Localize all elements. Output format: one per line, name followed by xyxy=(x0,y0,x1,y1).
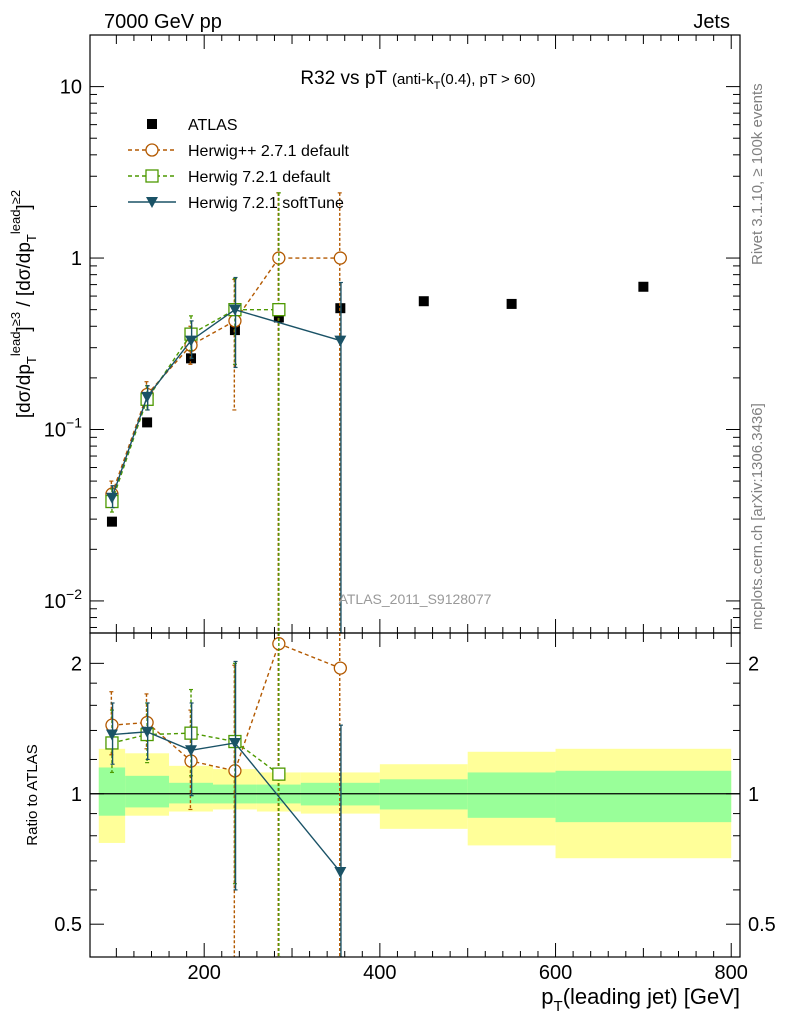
legend: ATLAS Herwig++ 2.7.1 default Herwig 7.2.1 … xyxy=(128,117,350,212)
data-point xyxy=(185,335,198,347)
y-tick-label-right: 0.5 xyxy=(748,914,776,936)
uncertainty-bands xyxy=(98,748,732,859)
band-inner xyxy=(98,767,126,816)
y-tick-label: 10 xyxy=(60,77,82,99)
data-point xyxy=(141,391,154,403)
x-tick-label: 600 xyxy=(539,962,572,984)
data-point xyxy=(106,516,117,527)
y-tick-label: 2 xyxy=(71,653,82,675)
main-panel: 10−2 10−1 1 10 R32 vs pT (anti-kT(0.4), pT >… xyxy=(8,34,741,634)
ratio-y-label: Ratio to ATLAS xyxy=(24,744,41,845)
data-point xyxy=(228,304,241,316)
legend-entry: Herwig++ 2.7.1 default xyxy=(188,143,350,160)
legend-entry: Herwig 7.2.1 softTune xyxy=(188,195,344,212)
header-right: Jets xyxy=(693,11,730,33)
analysis-watermark: ATLAS_2011_S9128077 xyxy=(339,591,492,607)
y-tick-label-right: 1 xyxy=(748,784,759,806)
data-point xyxy=(105,729,118,741)
y-tick-label: 0.5 xyxy=(54,914,82,936)
chart-title: R32 vs pT (anti-kT(0.4), pT > 60) xyxy=(300,68,535,92)
legend-entry: Herwig 7.2.1 default xyxy=(188,169,331,186)
series-3 xyxy=(105,660,347,957)
y-tick-label: 1 xyxy=(71,784,82,806)
y-tick-label: 1 xyxy=(71,248,82,270)
data-point xyxy=(105,492,118,504)
main-y-axis: 10−2 10−1 1 10 xyxy=(44,34,740,628)
data-point xyxy=(334,335,347,347)
data-point xyxy=(273,312,284,323)
x-tick-label: 200 xyxy=(188,962,221,984)
data-point xyxy=(272,303,286,317)
data-point xyxy=(142,417,153,428)
series-0 xyxy=(106,281,649,527)
legend-entry: ATLAS xyxy=(188,117,238,134)
data-point xyxy=(334,866,347,878)
data-point xyxy=(228,737,241,749)
rivet-label: Rivet 3.1.10, ≥ 100k events xyxy=(749,83,766,265)
series-2 xyxy=(105,192,286,633)
x-tick-label: 400 xyxy=(363,962,396,984)
data-point xyxy=(638,281,649,292)
data-point xyxy=(185,745,198,757)
series-line xyxy=(111,308,279,502)
header-left: 7000 GeV pp xyxy=(104,11,222,33)
series-line xyxy=(111,257,341,495)
y-tick-label: 10−2 xyxy=(44,586,82,613)
data-point xyxy=(333,251,347,265)
mcplots-label: mcplots.cern.ch [arXiv:1306.3436] xyxy=(749,403,766,630)
series-3 xyxy=(105,276,347,633)
band-inner xyxy=(555,770,732,823)
y-tick-label-right: 2 xyxy=(748,653,759,675)
data-point xyxy=(506,298,517,309)
x-tick-label: 800 xyxy=(715,962,748,984)
series-line xyxy=(111,642,341,772)
band-inner xyxy=(125,775,170,808)
y-axis-label: [dσ/dpTlead]≥3 / [dσ/dpTlead]≥2 xyxy=(8,190,39,418)
data-point xyxy=(272,767,286,781)
legend-marker xyxy=(146,197,158,208)
data-point xyxy=(418,296,429,307)
ratio-panel: 200 400 600 800 0.5 0.5 1 1 2 2 Ratio to ATLAS pT(l… xyxy=(24,632,776,1015)
legend-marker xyxy=(145,169,159,183)
x-axis-label: pT(leading jet) [GeV] xyxy=(541,984,740,1015)
legend-marker xyxy=(147,119,157,129)
data-point xyxy=(333,661,347,675)
data-point xyxy=(141,726,154,738)
band-inner xyxy=(379,779,468,810)
legend-marker xyxy=(145,143,159,157)
band-inner xyxy=(467,772,556,818)
y-tick-label: 10−1 xyxy=(44,414,82,441)
